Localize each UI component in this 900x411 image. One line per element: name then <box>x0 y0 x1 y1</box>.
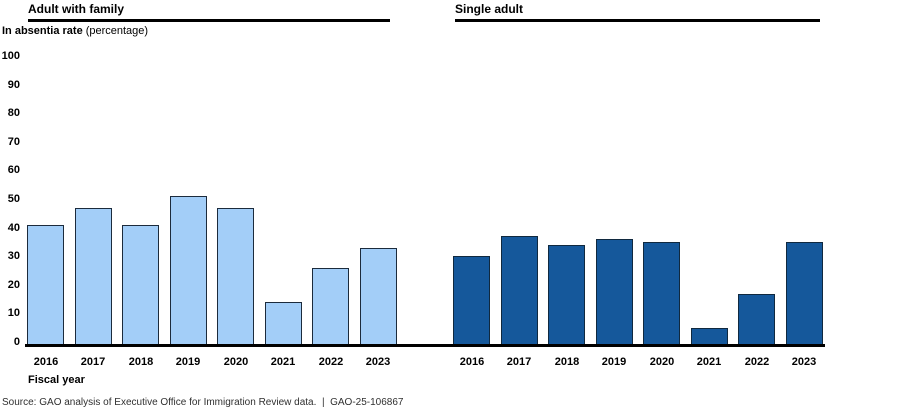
bar-adult-with-family-2022 <box>312 268 349 345</box>
y-tick-label-0: 0 <box>13 336 20 348</box>
x-axis-line <box>25 344 825 347</box>
panel-header-single-adult: Single adult <box>455 2 820 22</box>
x-tick-label-adult-with-family-2019: 2019 <box>175 356 201 368</box>
x-tick-label-adult-with-family-2018: 2018 <box>128 356 154 368</box>
panel-title-single-adult: Single adult <box>455 2 524 16</box>
bar-adult-with-family-2019 <box>170 196 207 345</box>
x-tick-label-single-adult-2022: 2022 <box>744 356 770 368</box>
x-tick-label-single-adult-2021: 2021 <box>696 356 722 368</box>
bar-adult-with-family-2016 <box>27 225 64 345</box>
x-tick-label-single-adult-2017: 2017 <box>506 356 532 368</box>
source-note: Source: GAO analysis of Executive Office… <box>2 397 404 408</box>
y-tick-label-100: 100 <box>1 50 20 62</box>
x-tick-label-adult-with-family-2020: 2020 <box>223 356 249 368</box>
x-tick-label-adult-with-family-2016: 2016 <box>33 356 59 368</box>
bar-adult-with-family-2021 <box>265 302 302 345</box>
x-tick-label-single-adult-2019: 2019 <box>601 356 627 368</box>
x-tick-label-single-adult-2020: 2020 <box>649 356 675 368</box>
y-axis-title-text: In absentia rate <box>2 25 83 37</box>
y-tick-label-70: 70 <box>7 136 20 148</box>
panel-header-adult-with-family: Adult with family <box>28 2 390 22</box>
bar-adult-with-family-2017 <box>75 208 112 345</box>
y-tick-label-20: 20 <box>7 279 20 291</box>
y-axis-title: In absentia rate (percentage) <box>2 25 148 38</box>
y-tick-label-90: 90 <box>7 79 20 91</box>
x-tick-label-single-adult-2016: 2016 <box>459 356 485 368</box>
y-tick-label-60: 60 <box>7 164 20 176</box>
panel-title-adult-with-family: Adult with family <box>28 2 124 16</box>
bar-single-adult-2017 <box>501 236 538 345</box>
y-tick-label-40: 40 <box>7 222 20 234</box>
x-tick-label-adult-with-family-2023: 2023 <box>365 356 391 368</box>
x-tick-label-adult-with-family-2017: 2017 <box>80 356 106 368</box>
y-tick-label-10: 10 <box>7 307 20 319</box>
y-tick-label-30: 30 <box>7 250 20 262</box>
y-axis-title-units: (percentage) <box>85 25 149 37</box>
x-tick-label-adult-with-family-2021: 2021 <box>270 356 296 368</box>
y-tick-label-80: 80 <box>7 107 20 119</box>
bar-single-adult-2018 <box>548 245 585 345</box>
x-axis-title: Fiscal year <box>28 374 85 386</box>
bar-single-adult-2020 <box>643 242 680 345</box>
x-tick-label-single-adult-2018: 2018 <box>554 356 580 368</box>
x-tick-label-single-adult-2023: 2023 <box>791 356 817 368</box>
bar-adult-with-family-2020 <box>217 208 254 345</box>
y-tick-label-50: 50 <box>7 193 20 205</box>
bar-adult-with-family-2023 <box>360 248 397 345</box>
bar-adult-with-family-2018 <box>122 225 159 345</box>
x-tick-label-adult-with-family-2022: 2022 <box>318 356 344 368</box>
bar-single-adult-2016 <box>453 256 490 345</box>
bar-single-adult-2019 <box>596 239 633 345</box>
